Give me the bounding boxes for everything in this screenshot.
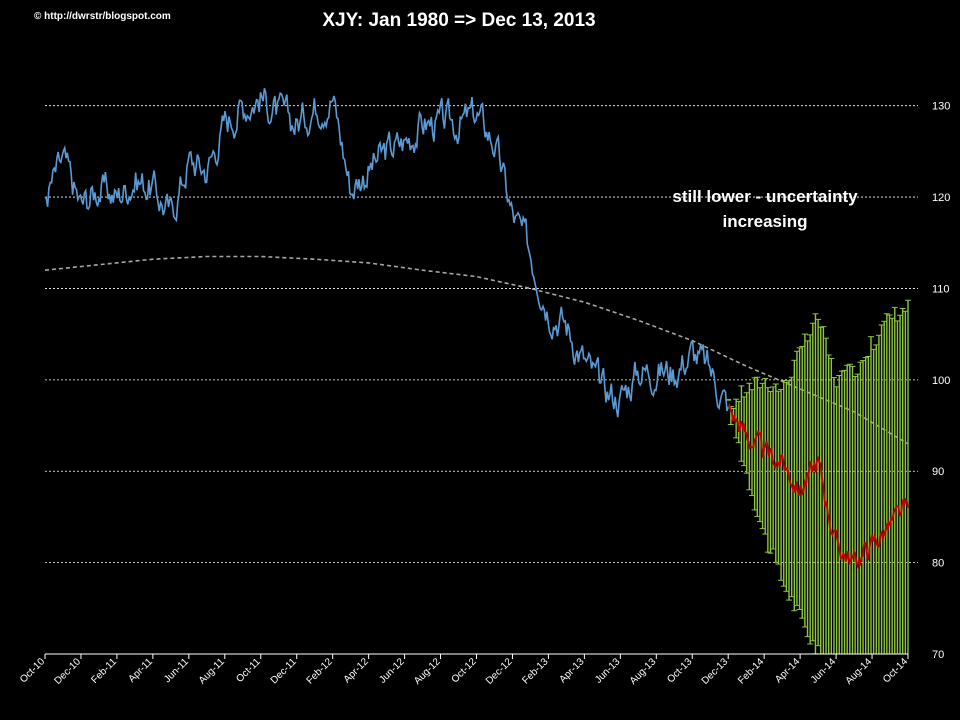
x-tick-label: Jun-13	[593, 656, 623, 686]
annotation-line-1: still lower - uncertainty	[672, 187, 858, 206]
history-line	[44, 88, 729, 418]
x-tick-label: Oct-11	[234, 656, 263, 685]
y-tick-label: 100	[932, 375, 950, 387]
x-tick-label: Aug-13	[628, 656, 659, 687]
forecast-line	[727, 402, 909, 570]
x-tick-label: Dec-12	[484, 656, 515, 687]
trend-series	[44, 255, 909, 445]
x-tick-label: Oct-12	[450, 656, 479, 685]
chart-title: XJY: Jan 1980 => Dec 13, 2013	[322, 10, 596, 31]
forecast-series	[727, 402, 909, 570]
x-tick-label: Dec-13	[700, 656, 731, 687]
history-series	[44, 88, 729, 418]
annotation-line-2: increasing	[722, 212, 808, 231]
x-tick-label: Jun-11	[162, 656, 191, 685]
x-tick-label: Apr-12	[342, 656, 371, 685]
x-tick-label: Aug-11	[197, 656, 227, 686]
chart-title-wrap: XJY: Jan 1980 => Dec 13, 2013	[0, 10, 960, 32]
x-tick-label: Feb-14	[736, 656, 766, 686]
y-axis-ticks: 70 80 90 100 110 120 130	[932, 101, 950, 661]
x-axis: Oct-10 Dec-10 Feb-11 Apr-11 Jun-11 Aug-11 Oct-…	[18, 653, 910, 687]
y-tick-label: 90	[932, 466, 944, 478]
x-tick-label: Aug-14	[844, 656, 875, 687]
x-tick-label: Jun-12	[377, 656, 407, 686]
x-tick-label: Dec-10	[52, 656, 83, 687]
x-tick-label: Oct-10	[18, 656, 47, 685]
y-tick-label: 80	[932, 558, 944, 570]
x-tick-label: Apr-14	[773, 656, 802, 685]
uncertainty-bands	[725, 299, 911, 655]
y-tick-label: 130	[932, 101, 950, 113]
chart-annotation: still lower - uncertainty increasing	[640, 184, 890, 234]
x-tick-label: Feb-11	[89, 656, 119, 686]
x-tick-label: Dec-11	[269, 656, 299, 686]
x-tick-label: Feb-13	[520, 656, 550, 686]
x-tick-label: Feb-12	[305, 656, 335, 686]
y-tick-label: 120	[932, 192, 950, 204]
copyright-label: © http://dwrstr/blogspot.com	[34, 11, 171, 22]
x-tick-label: Apr-13	[557, 656, 586, 685]
x-tick-label: Apr-11	[127, 656, 156, 685]
x-tick-label: Oct-14	[881, 656, 910, 685]
x-tick-label: Jun-14	[809, 656, 839, 686]
x-tick-label: Oct-13	[665, 656, 694, 685]
trend-line	[44, 255, 909, 445]
y-tick-label: 70	[932, 649, 944, 661]
x-tick-label: Aug-12	[412, 656, 443, 687]
y-tick-label: 110	[932, 283, 950, 295]
